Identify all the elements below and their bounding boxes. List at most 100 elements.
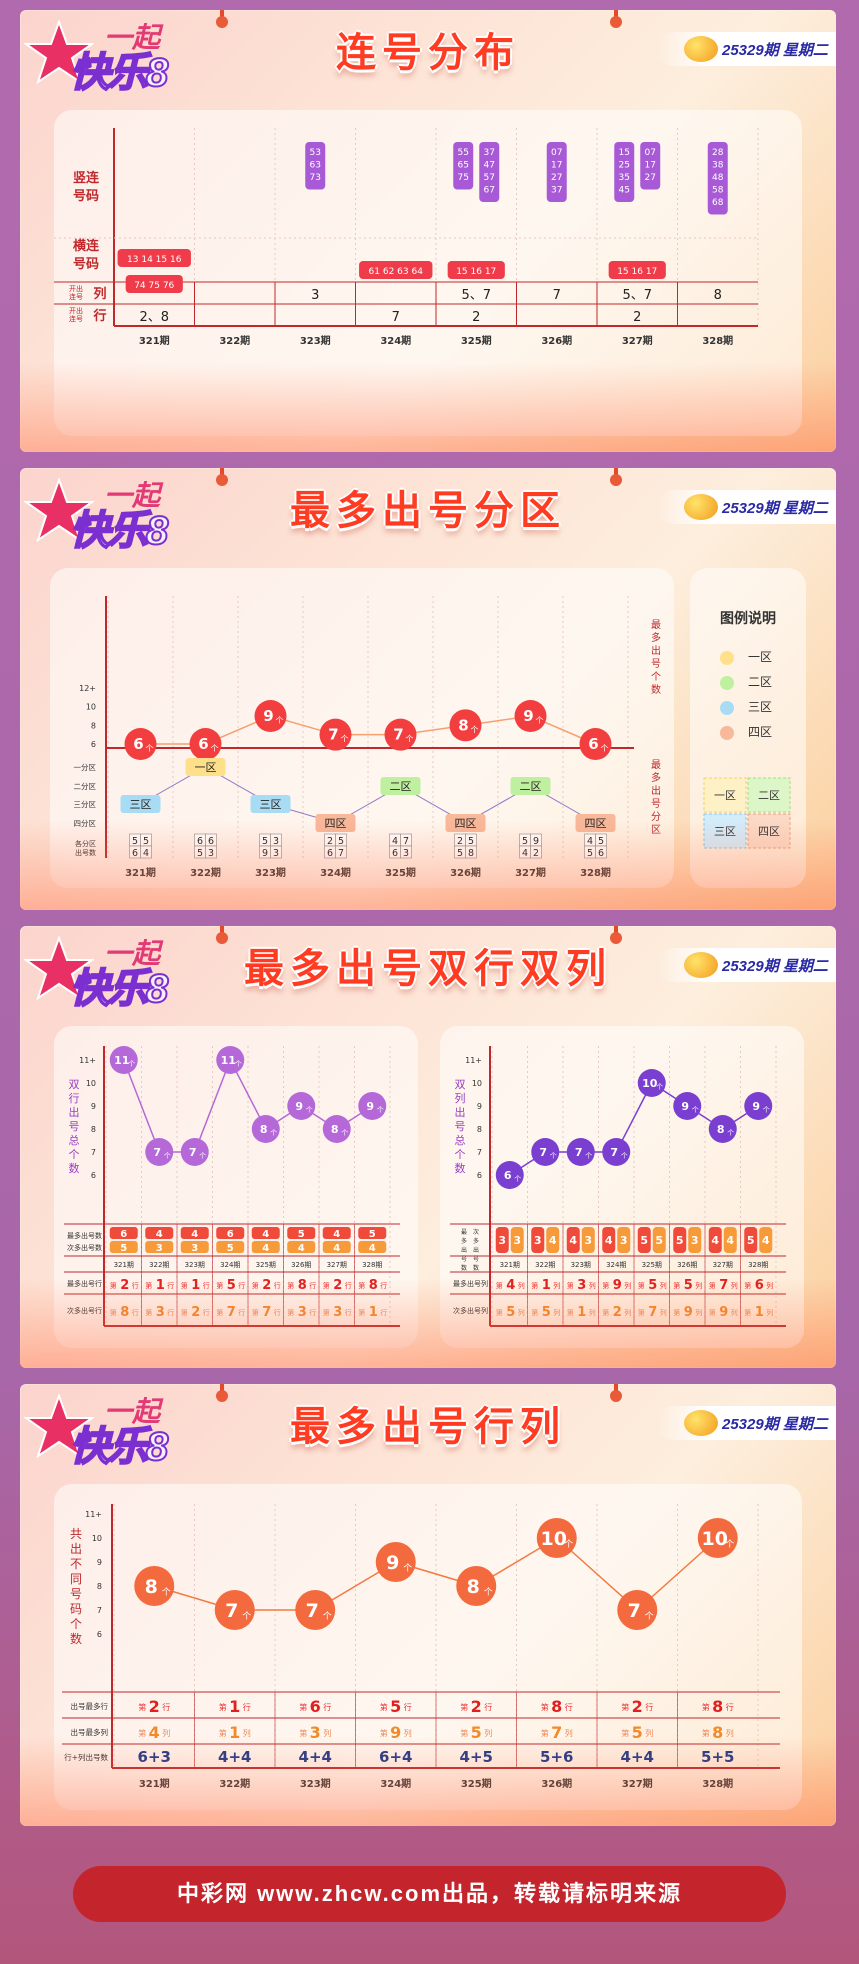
series-unit: 个 [621, 1152, 628, 1160]
count-value: 9 [523, 707, 533, 725]
vertical-number: 53 [310, 148, 321, 158]
max-value: 4 [569, 1234, 577, 1247]
vertical-number: 07 [645, 148, 656, 158]
lottery-ball-icon [684, 36, 718, 62]
ordinal-prefix: 第 [380, 1702, 388, 1712]
series-unit: 个 [564, 1539, 573, 1550]
sum-value: 5+6 [540, 1748, 573, 1766]
y-tick: 7 [97, 1606, 102, 1615]
vertical-number: 25 [619, 161, 630, 171]
index-unit: 行 [345, 1308, 352, 1317]
series-value: 8 [717, 1123, 725, 1136]
series-ball [673, 1092, 702, 1120]
period-label: 327期 [622, 1777, 653, 1790]
max-index: 1 [156, 1278, 165, 1293]
kl8-logo: 一起 快乐8 [24, 936, 194, 1012]
count-unit: 个 [146, 744, 154, 753]
zone-count-cell [324, 833, 336, 847]
ordinal-prefix: 第 [567, 1308, 574, 1317]
series-unit: 个 [377, 1106, 384, 1114]
zone-count-value: 3 [273, 836, 279, 847]
top-axis-label: 最 [651, 619, 661, 631]
series-value: 9 [366, 1100, 374, 1113]
series-ball [109, 1046, 138, 1074]
period-label: 328期 [362, 1261, 382, 1269]
ordinal-prefix: 第 [181, 1308, 188, 1317]
max-value-box [566, 1227, 580, 1253]
max-value: 5 [298, 1229, 305, 1240]
row-label: 横连 [73, 238, 100, 254]
series-ball [602, 1138, 631, 1166]
star-icon [24, 1394, 94, 1458]
zone-counts-label: 出号数 [75, 848, 96, 857]
max-col-value: 5 [632, 1723, 643, 1742]
row-unit: 行 [323, 1702, 331, 1712]
y-axis-label: 出 [455, 1105, 466, 1119]
period-label: 323期 [300, 1777, 331, 1790]
zone-count-cell [335, 845, 347, 859]
ordinal-prefix: 第 [744, 1281, 751, 1290]
count-unit: 个 [211, 744, 219, 753]
max-col-value: 9 [390, 1723, 401, 1742]
series-unit: 个 [692, 1106, 699, 1114]
col-unit: 列 [565, 1728, 573, 1738]
max-value: 3 [498, 1234, 506, 1247]
table-row-label: 多 [461, 1237, 467, 1245]
top-axis-label: 多 [651, 631, 661, 644]
series-unit: 个 [323, 1611, 332, 1622]
vertical-pill [614, 142, 635, 202]
max-value-box [109, 1227, 138, 1239]
max-row-value: 2 [632, 1697, 643, 1716]
second-value: 4 [333, 1243, 340, 1254]
consecutive-row-value: 2 [472, 310, 480, 325]
series-ball [744, 1092, 773, 1120]
bottom-axis-label: 区 [651, 824, 661, 836]
series-value: 9 [295, 1100, 303, 1113]
zone-count-cell [595, 845, 607, 859]
second-value-box [652, 1227, 666, 1253]
lottery-ball-icon [684, 952, 718, 978]
second-index: 1 [755, 1305, 764, 1320]
series-unit: 个 [164, 1152, 171, 1160]
max-index: 2 [333, 1278, 342, 1293]
ordinal-prefix: 第 [323, 1281, 330, 1290]
row-unit: 行 [565, 1702, 573, 1712]
series-value: 8 [145, 1576, 158, 1598]
zone-count-cell [595, 833, 607, 847]
y-axis-label: 总 [455, 1133, 466, 1147]
second-value-box [251, 1241, 280, 1253]
series-ball [251, 1115, 280, 1143]
horizontal-number: 74 75 76 [134, 281, 174, 291]
second-value: 3 [156, 1243, 163, 1254]
row-label: 竖连 [73, 170, 100, 186]
ordinal-prefix: 第 [744, 1308, 751, 1317]
issue-badge: 25329期 星期二 [656, 490, 836, 524]
top-axis-label: 出 [651, 644, 661, 657]
ordinal-prefix: 第 [138, 1702, 146, 1712]
vertical-number: 67 [484, 186, 495, 196]
period-label: 327期 [327, 1261, 347, 1269]
consecutive-col-value: 5、7 [622, 288, 652, 303]
index-unit: 列 [731, 1308, 738, 1317]
second-value-box [216, 1241, 245, 1253]
max-row-value: 8 [551, 1697, 562, 1716]
y-axis-label: 出 [70, 1542, 82, 1556]
period-label: 324期 [380, 334, 411, 347]
series-ball [495, 1161, 524, 1189]
ordinal-prefix: 第 [702, 1728, 710, 1738]
max-value-box [145, 1227, 174, 1239]
y-axis-label: 号 [70, 1587, 82, 1601]
count-unit: 个 [276, 716, 284, 725]
y-tick: 6 [91, 1171, 96, 1180]
horizontal-number: 15 16 17 [456, 267, 496, 277]
vertical-pill [546, 142, 567, 202]
second-index: 7 [648, 1305, 657, 1320]
series-ball [375, 1542, 416, 1582]
second-index: 9 [684, 1305, 693, 1320]
max-row-value: 6 [310, 1697, 321, 1716]
index-unit: 行 [167, 1281, 174, 1290]
y-axis-label: 数 [69, 1162, 80, 1175]
legend-label: 一区 [748, 650, 773, 664]
series-ball [531, 1138, 560, 1166]
